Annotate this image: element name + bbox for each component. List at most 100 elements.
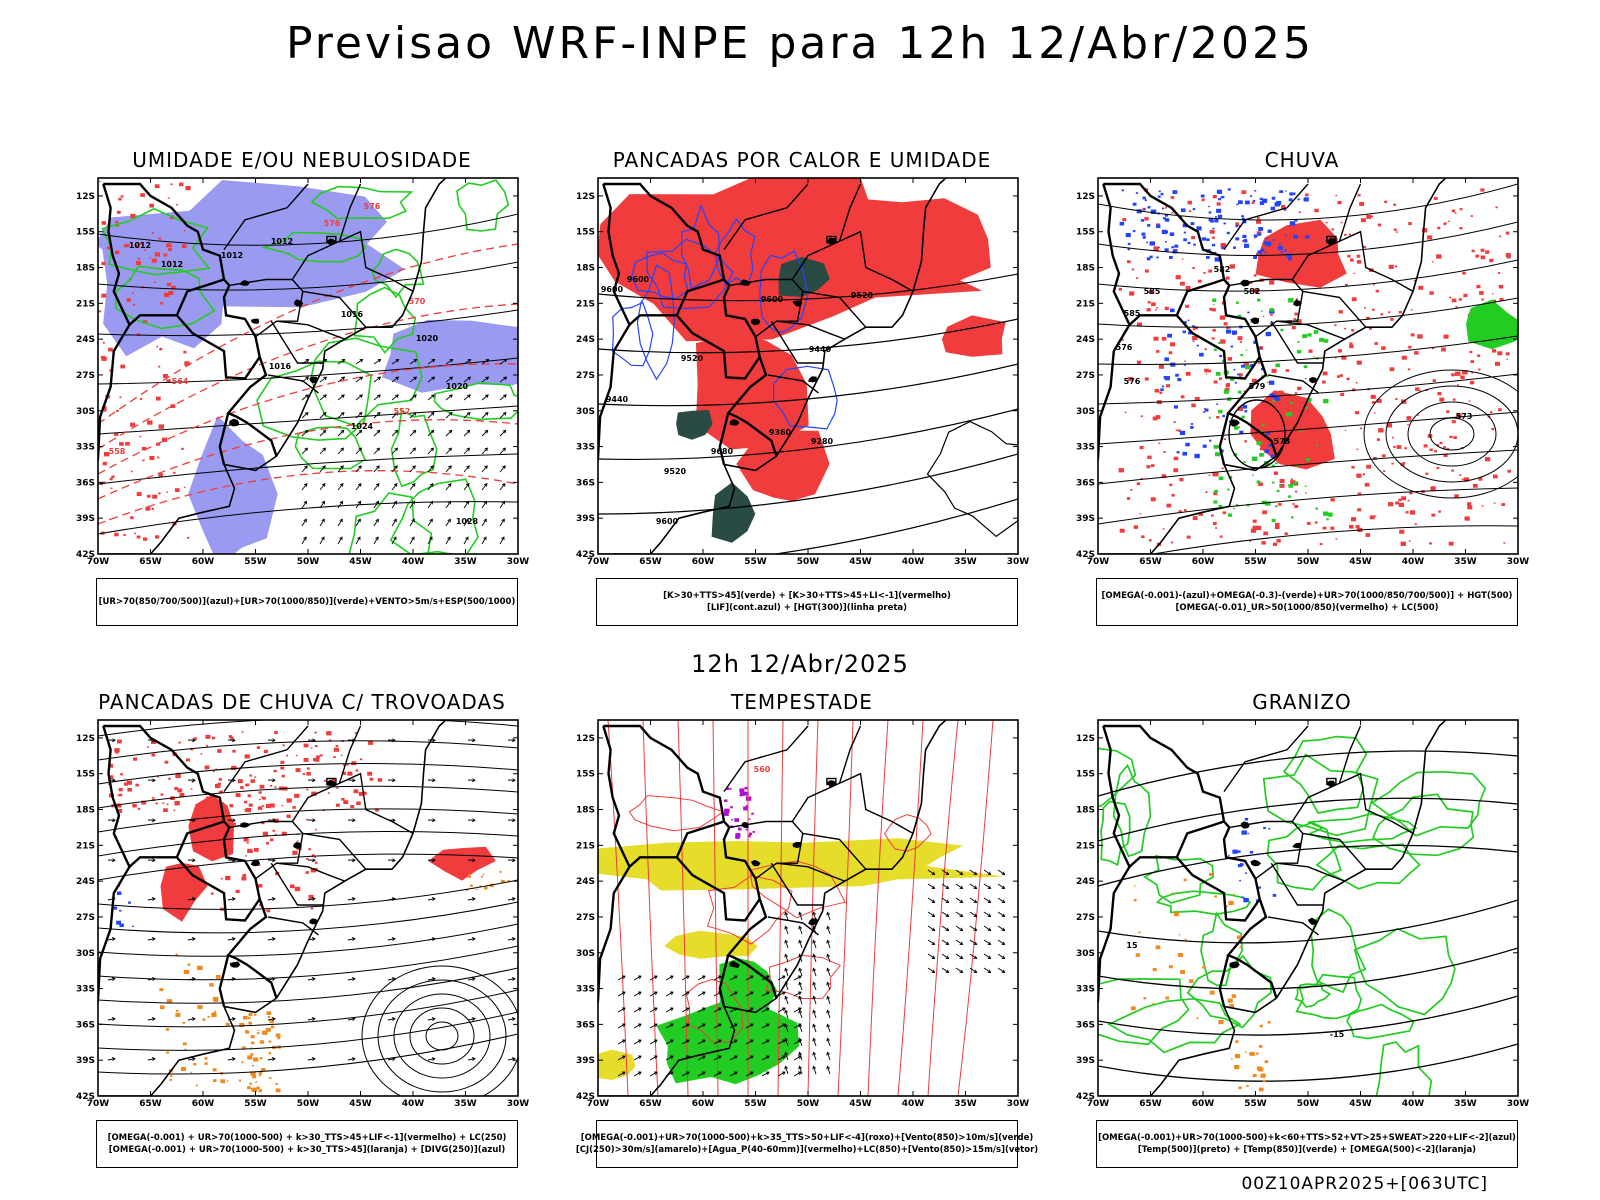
state-border <box>1223 725 1309 793</box>
contour-label: 9440 <box>809 345 832 354</box>
precipitable-water-streamline <box>807 720 819 1096</box>
precipitable-water-streamline <box>677 720 689 1096</box>
contour-label: 9280 <box>811 437 834 446</box>
precipitable-water-streamline <box>927 720 959 1096</box>
lon-tick-label: 35W <box>454 1099 477 1109</box>
geopotential-500-line <box>1098 297 1518 328</box>
contour-label: 9360 <box>769 428 792 437</box>
thickness-line <box>98 419 518 500</box>
state-border <box>270 320 324 364</box>
panel-title: TEMPESTADE <box>731 690 873 714</box>
reservoir-mark <box>1326 238 1337 245</box>
streamline-250 <box>98 831 518 857</box>
contour-label: 576 <box>324 219 341 228</box>
state-border <box>1338 183 1362 242</box>
lon-tick-label: 40W <box>1402 1099 1425 1109</box>
lat-tick-label: 36S <box>76 478 95 488</box>
temp-850-contour <box>1294 983 1332 1009</box>
legend-box: [K>30+TTS>45](verde) + [K>30+TTS>45+LI<-… <box>596 578 1018 626</box>
temp-850-contour <box>1307 812 1418 844</box>
contour-label: -15 <box>1330 1030 1345 1039</box>
map-frame <box>1097 719 1519 1097</box>
contour-label: 9600 <box>761 295 784 304</box>
lat-tick-label: 42S <box>576 550 595 560</box>
reservoir-mark <box>750 318 761 326</box>
forecast-field: -15 15 <box>1098 720 1518 1096</box>
state-border <box>770 320 824 364</box>
streamline-250-vortex <box>377 979 507 1093</box>
streamline-250-vortex <box>361 965 518 1096</box>
precipitable-water-streamline <box>837 720 854 1096</box>
contour-label: 9600 <box>656 517 679 526</box>
state-border <box>1267 916 1319 936</box>
map-panel-granizo: GRANIZO -15 15 12S 15S 18S 21S 24S 27S 30S 33S 36S 3… <box>1072 690 1572 1180</box>
contour-label: 558 <box>109 447 126 456</box>
state-border <box>1276 862 1346 882</box>
temp-500-contour <box>1098 1043 1518 1082</box>
country-border <box>103 182 278 457</box>
country-border <box>98 324 131 465</box>
lat-tick-label: 21S <box>1076 841 1095 851</box>
panel-title: GRANIZO <box>1252 690 1352 714</box>
streamline-250 <box>98 808 518 833</box>
streamline-250 <box>98 879 518 910</box>
hail-blue-speckle <box>1228 817 1277 903</box>
contour-label: 573 <box>1456 412 1473 421</box>
legend-box: [OMEGA(-0.001)+UR>70(1000-500)+k<60+TTS>… <box>1096 1120 1518 1168</box>
thickness-line <box>98 243 518 425</box>
humidity-low-contour <box>390 409 438 488</box>
contour-label: 9600 <box>601 285 624 294</box>
precipitable-water-contour <box>765 954 842 1000</box>
lat-tick-label: 27S <box>576 913 595 923</box>
lon-tick-label: 55W <box>244 557 267 567</box>
lat-tick-label: 24S <box>576 877 595 887</box>
lon-tick-label: 30W <box>1507 557 1530 567</box>
legend-line: [OMEGA(-0.01)_UR>50(1000/850)(vermelho) … <box>1175 603 1439 613</box>
pressure-isobar <box>98 261 518 291</box>
lon-tick-label: 65W <box>139 1099 162 1109</box>
lifted-index-contour <box>636 264 675 381</box>
temp-850-contour <box>1353 927 1456 1016</box>
temp-850-contour <box>1282 735 1368 814</box>
lon-tick-label: 60W <box>192 557 215 567</box>
contour-label: 570 <box>409 297 426 306</box>
heat-convection-green-area <box>676 410 713 440</box>
lon-tick-label: 45W <box>349 557 372 567</box>
country-border <box>598 324 631 465</box>
lat-tick-label: 39S <box>576 1056 595 1066</box>
reservoir-mark <box>240 822 251 828</box>
legend-box: [OMEGA(-0.001) + UR>70(1000-500) + k>30_… <box>96 1120 518 1168</box>
reservoir-mark <box>240 280 250 286</box>
streamline-250 <box>98 763 518 785</box>
precipitable-water-streamline <box>607 720 629 1096</box>
geography <box>598 178 948 554</box>
lat-tick-label: 30S <box>76 949 95 959</box>
lon-tick-label: 65W <box>639 1099 662 1109</box>
country-border <box>718 412 730 465</box>
country-border <box>598 866 631 1007</box>
lat-tick-label: 18S <box>1076 806 1095 816</box>
lat-tick-label: 39S <box>1076 514 1095 524</box>
state-border <box>338 183 362 242</box>
reservoir-mark <box>309 918 318 925</box>
federal-district-box <box>1326 777 1337 786</box>
legend-box: [OMEGA(-0.001)+UR>70(1000-500)+k>35_TTS>… <box>576 1120 1038 1168</box>
contour-label: 1024 <box>351 422 374 431</box>
height-300-contour <box>598 453 1018 515</box>
temp-500-contour <box>1098 750 1518 797</box>
temp-850-contour <box>1370 770 1487 837</box>
humidity-low-contour <box>433 382 518 421</box>
lon-tick-label: 45W <box>849 557 872 567</box>
pressure-isobar <box>98 501 518 535</box>
geopotential-500-line <box>1098 259 1518 292</box>
lon-tick-label: 45W <box>1349 1099 1372 1109</box>
lat-tick-label: 12S <box>76 192 95 202</box>
contour-label: 576 <box>364 202 381 211</box>
contour-label: 9520 <box>664 467 687 476</box>
humidity-low-contour <box>310 185 414 220</box>
humidity-low-contour <box>294 426 367 470</box>
contour-label: 552 <box>394 407 411 416</box>
country-border <box>675 314 761 380</box>
humidity-low-contour <box>115 265 216 330</box>
